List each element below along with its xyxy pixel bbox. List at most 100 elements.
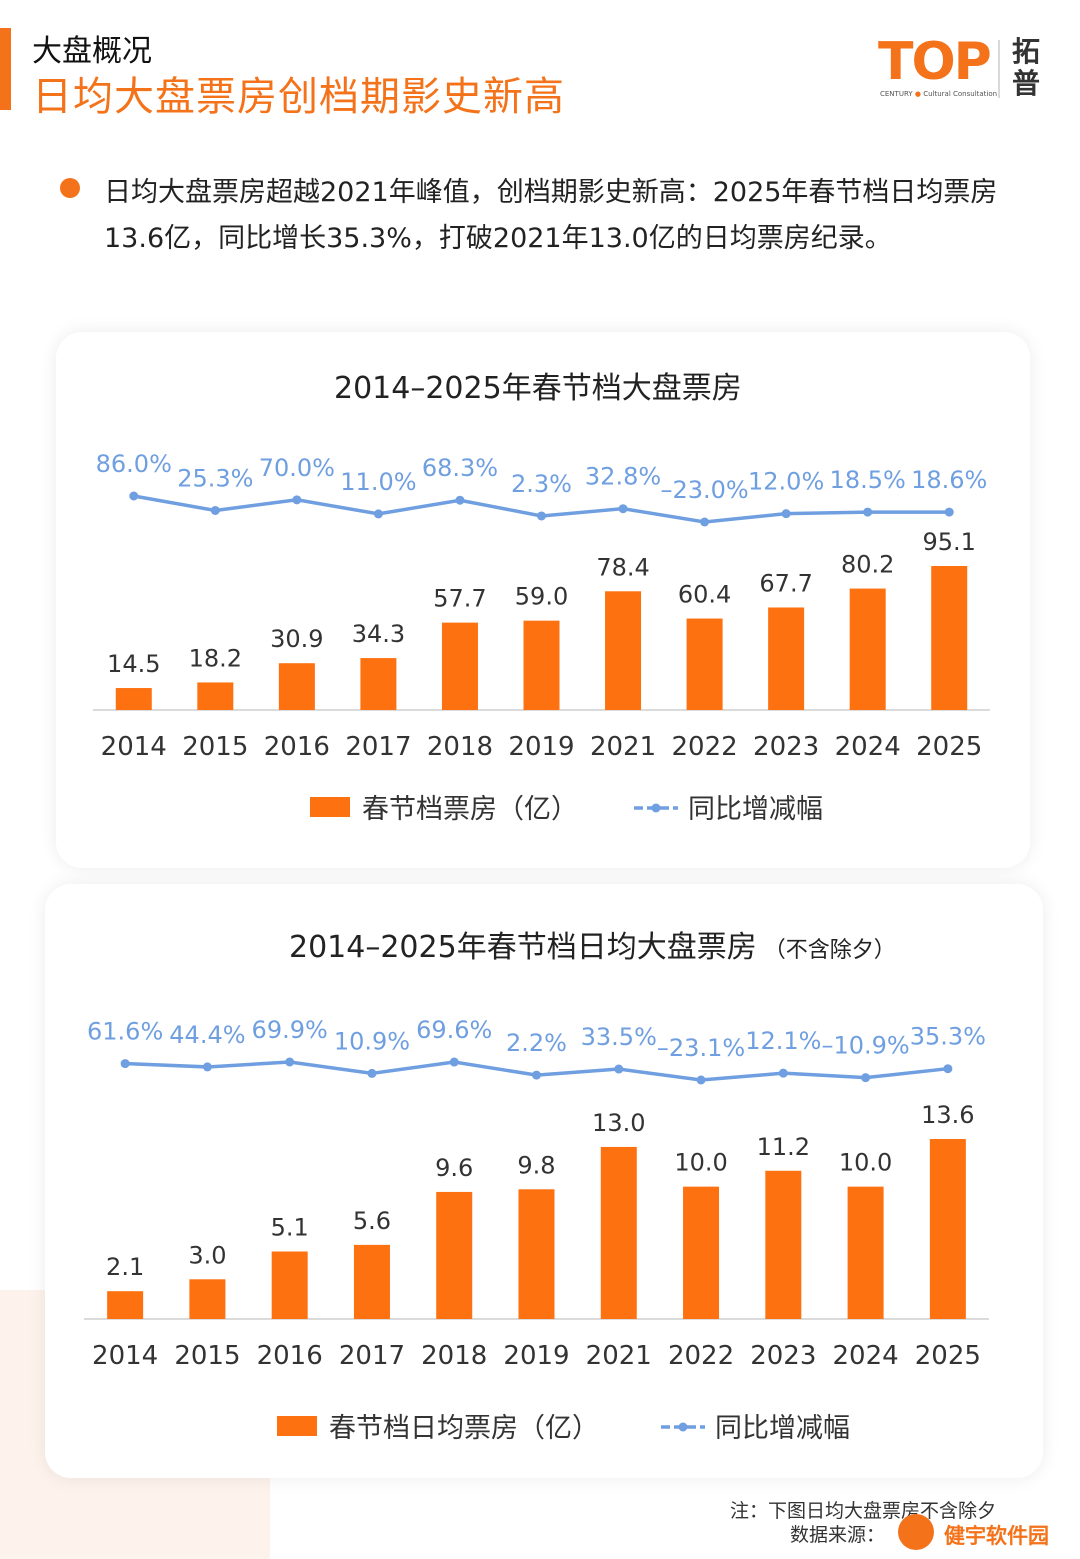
yoy-value-label: 10.9% [334, 1027, 410, 1055]
x-tick-label: 2022 [668, 1341, 734, 1371]
yoy-value-label: 69.6% [416, 1016, 492, 1044]
yoy-value-label: 25.3% [177, 464, 253, 492]
bar-value-label: 78.4 [596, 553, 649, 581]
x-tick-label: 2015 [174, 1341, 240, 1371]
yoy-point [943, 1064, 953, 1074]
x-tick-label: 2023 [753, 732, 819, 762]
yoy-value-label: 12.0% [748, 468, 824, 496]
bar-2014 [115, 688, 152, 710]
x-tick-label: 2023 [750, 1341, 816, 1371]
yoy-point [778, 1068, 788, 1078]
yoy-point [455, 495, 465, 505]
bar-value-label: 14.5 [107, 650, 160, 678]
bar-value-label: 59.0 [515, 583, 568, 611]
x-tick-label: 2025 [915, 1341, 981, 1371]
legend-line-label: 同比增减幅 [688, 794, 823, 825]
yoy-point [618, 504, 628, 514]
x-tick-label: 2024 [833, 1341, 899, 1371]
yoy-point [537, 511, 546, 521]
logo-dot-icon: ● [914, 90, 921, 98]
yoy-point [120, 1059, 130, 1069]
x-tick-label: 2018 [421, 1341, 487, 1371]
yoy-value-label: 69.9% [252, 1016, 328, 1044]
bar-value-label: 2.1 [106, 1253, 144, 1281]
yoy-point [944, 507, 954, 517]
yoy-value-label: –23.0% [660, 476, 748, 504]
bar-2015 [197, 682, 234, 710]
chart-daily-box-office: 2014–2025年春节档日均大盘票房 （不含除夕） 2.1 2014 3.0 2015… [84, 930, 989, 1444]
bar-2023 [768, 607, 805, 710]
x-tick-label: 2016 [264, 732, 330, 762]
chart-total-box-office: 2014–2025年春节档大盘票房 14.5 2014 18.2 2015 30.9 201… [93, 371, 990, 825]
data-source: 数据来源： [790, 1524, 886, 1546]
x-tick-label: 2019 [503, 1341, 569, 1371]
bar-value-label: 67.7 [759, 569, 812, 597]
logo-sub-right: Cultural Consultation [923, 90, 998, 98]
bar-2024 [847, 1186, 884, 1319]
x-tick-label: 2024 [835, 732, 901, 762]
yoy-point [696, 1075, 706, 1085]
watermark-text: 健宇软件园 [944, 1524, 1049, 1548]
bar-2015 [189, 1279, 226, 1319]
bar-value-label: 5.1 [271, 1214, 309, 1242]
chart-title: 2014–2025年春节档大盘票房 [334, 371, 742, 406]
yoy-value-label: 35.3% [910, 1023, 986, 1051]
yoy-point [367, 1068, 377, 1078]
bar-2014 [107, 1291, 144, 1319]
yoy-point [700, 517, 710, 527]
yoy-point [449, 1057, 459, 1067]
logo-chinese: 拓普 [1012, 35, 1041, 100]
yoy-value-label: 18.6% [911, 466, 987, 494]
legend-line-label: 同比增减幅 [715, 1413, 850, 1444]
x-tick-label: 2016 [257, 1341, 323, 1371]
chart-title: 2014–2025年春节档日均大盘票房 （不含除夕） [289, 930, 896, 965]
x-tick-label: 2022 [672, 732, 738, 762]
bar-value-label: 13.6 [921, 1101, 974, 1129]
x-tick-label: 2017 [345, 732, 411, 762]
yoy-value-label: 86.0% [96, 450, 172, 478]
yoy-point [373, 509, 383, 519]
footnote: 注：下图日均大盘票房不含除夕 [730, 1500, 997, 1522]
chart-card-daily-box-office: 2014–2025年春节档日均大盘票房 （不含除夕） 2.1 2014 3.0 2015… [45, 884, 1043, 1478]
accent-bar [0, 28, 11, 110]
bar-2016 [271, 1251, 308, 1319]
x-tick-label: 2014 [92, 1341, 158, 1371]
yoy-value-label: 44.4% [169, 1021, 245, 1049]
bar-value-label: 9.6 [435, 1154, 473, 1182]
x-tick-label: 2025 [916, 732, 982, 762]
bar-2019 [518, 1189, 555, 1319]
brand-logo: TOP CENTURY ● Cultural Consultation 拓普 [878, 34, 1058, 106]
bar-value-label: 3.0 [188, 1241, 226, 1269]
yoy-value-label: 61.6% [87, 1018, 163, 1046]
yoy-value-label: –10.9% [821, 1032, 909, 1060]
yoy-value-label: 18.5% [830, 466, 906, 494]
bar-2017 [353, 1244, 390, 1319]
bar-value-label: 9.8 [517, 1151, 555, 1179]
yoy-value-label: 70.0% [259, 454, 335, 482]
chart-subtitle: （不含除夕） [757, 938, 896, 963]
watermark-badge: 健宇软件园 [898, 1508, 1068, 1554]
x-tick-label: 2021 [590, 732, 656, 762]
bar-2022 [686, 618, 723, 710]
x-tick-label: 2014 [101, 732, 167, 762]
bar-value-label: 57.7 [433, 585, 486, 613]
x-tick-label: 2015 [182, 732, 248, 762]
bar-value-label: 11.2 [757, 1133, 810, 1161]
yoy-point [532, 1070, 541, 1080]
chart-card-total-box-office: 2014–2025年春节档大盘票房 14.5 2014 18.2 2015 30.9 201… [56, 332, 1030, 868]
bar-2021 [600, 1146, 637, 1319]
yoy-point [285, 1057, 295, 1067]
bullet-dot-icon [60, 178, 80, 198]
bar-2018 [436, 1191, 473, 1319]
yoy-value-label: 33.5% [581, 1023, 657, 1051]
yoy-value-label: 32.8% [585, 463, 661, 491]
bar-2025 [929, 1139, 966, 1319]
bar-value-label: 10.0 [674, 1149, 727, 1177]
bar-2022 [683, 1186, 720, 1319]
bar-value-label: 30.9 [270, 625, 323, 653]
yoy-value-label: 2.3% [511, 470, 572, 498]
page-title: 日均大盘票房创档期影史新高 [32, 74, 565, 120]
chart-legend: 春节档日均票房（亿） 同比增减幅 [277, 1413, 850, 1444]
bar-value-label: 18.2 [189, 644, 242, 672]
bar-value-label: 95.1 [923, 528, 976, 556]
